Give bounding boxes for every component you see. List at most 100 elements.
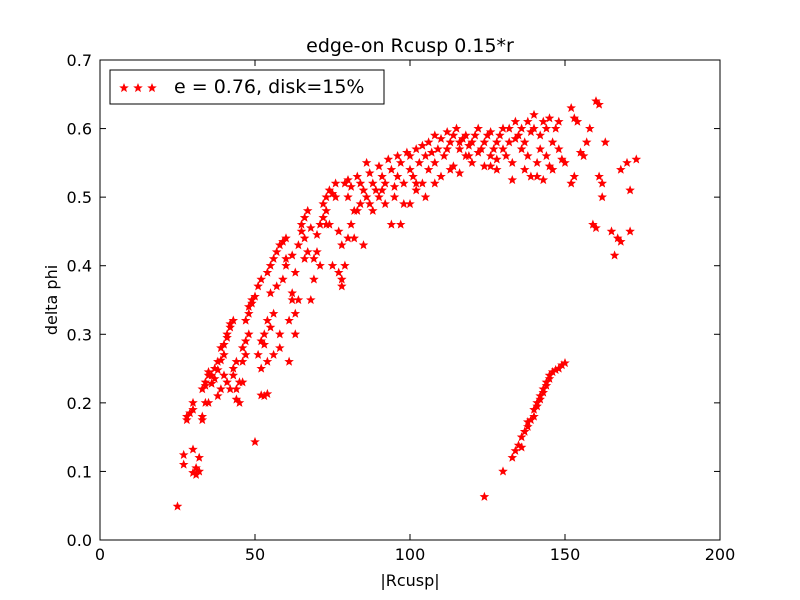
data-point <box>442 144 452 154</box>
data-point <box>225 322 235 332</box>
data-point <box>535 394 545 404</box>
data-point <box>405 150 415 161</box>
data-point <box>386 164 397 174</box>
data-point <box>560 358 570 368</box>
data-point <box>594 171 604 181</box>
data-point <box>256 274 266 284</box>
data-point <box>271 246 282 257</box>
data-point <box>256 390 266 400</box>
data-point <box>541 123 552 133</box>
data-point <box>197 414 208 425</box>
data-point <box>281 233 291 243</box>
data-point <box>430 157 440 167</box>
data-point <box>265 260 276 270</box>
data-point <box>293 294 304 305</box>
data-point <box>498 144 508 154</box>
data-point <box>194 452 204 462</box>
data-point <box>281 260 291 270</box>
data-point <box>219 370 229 380</box>
data-point <box>250 291 260 301</box>
data-point <box>213 356 223 366</box>
data-point <box>616 236 626 246</box>
data-point <box>616 164 626 174</box>
data-point <box>523 116 533 126</box>
data-point <box>433 144 443 154</box>
data-point <box>538 174 549 185</box>
data-point <box>312 246 322 257</box>
data-point <box>597 178 607 188</box>
data-point <box>225 384 235 394</box>
data-point <box>361 157 372 167</box>
data-point <box>275 342 285 353</box>
data-point <box>380 198 390 209</box>
data-point <box>467 137 477 147</box>
data-point <box>492 154 502 164</box>
data-point <box>405 164 415 174</box>
data-point <box>411 144 421 154</box>
data-point <box>194 466 204 476</box>
y-tick-label: 0.4 <box>67 257 92 276</box>
data-point <box>476 144 487 154</box>
data-point <box>222 377 232 387</box>
data-point <box>337 274 347 284</box>
data-point <box>430 178 440 188</box>
data-point <box>188 404 198 414</box>
data-point <box>172 501 183 511</box>
legend-star-marker <box>133 82 143 93</box>
data-point <box>268 308 279 318</box>
data-point <box>309 274 319 284</box>
data-point <box>535 130 545 140</box>
data-point <box>296 219 307 229</box>
x-tick-label: 100 <box>395 545 426 564</box>
data-point <box>566 178 576 188</box>
data-point <box>454 144 465 154</box>
data-point <box>259 329 270 339</box>
data-point <box>240 336 251 346</box>
data-point <box>625 185 635 195</box>
data-point <box>299 253 310 263</box>
data-point <box>420 192 431 202</box>
data-point <box>228 363 239 373</box>
data-point <box>234 377 245 387</box>
data-point <box>445 137 456 147</box>
data-point <box>430 130 440 140</box>
data-point <box>188 444 198 454</box>
y-tick-label: 0.5 <box>67 188 92 207</box>
data-point <box>439 150 449 161</box>
y-axis-label: delta phi <box>42 265 61 335</box>
data-points <box>172 96 642 511</box>
data-point <box>352 205 363 215</box>
data-point <box>333 267 344 277</box>
data-point <box>312 229 322 239</box>
legend-star-marker <box>147 82 157 93</box>
data-point <box>262 267 273 277</box>
data-point <box>259 339 270 349</box>
data-point <box>302 205 313 215</box>
data-point <box>516 442 527 452</box>
data-point <box>200 377 211 387</box>
data-point <box>445 164 456 174</box>
data-point <box>200 397 211 407</box>
data-point <box>368 178 378 188</box>
x-axis-label: |Rcusp| <box>380 571 439 590</box>
data-point <box>526 171 536 181</box>
data-point <box>529 123 539 133</box>
data-point <box>392 150 403 161</box>
data-point <box>544 113 555 123</box>
data-point <box>519 164 530 174</box>
data-point <box>262 356 273 366</box>
x-tick-label: 200 <box>705 545 736 564</box>
data-point <box>182 414 192 425</box>
data-point <box>488 144 499 154</box>
y-tick-label: 0.1 <box>67 462 92 481</box>
data-point <box>330 178 341 188</box>
data-point <box>364 168 375 178</box>
data-point <box>240 349 251 359</box>
data-point <box>600 137 611 147</box>
data-point <box>352 171 363 181</box>
data-point <box>550 123 561 133</box>
data-point <box>464 150 474 161</box>
data-point <box>306 294 316 305</box>
y-tick-label: 0.2 <box>67 394 92 413</box>
data-point <box>343 192 353 202</box>
